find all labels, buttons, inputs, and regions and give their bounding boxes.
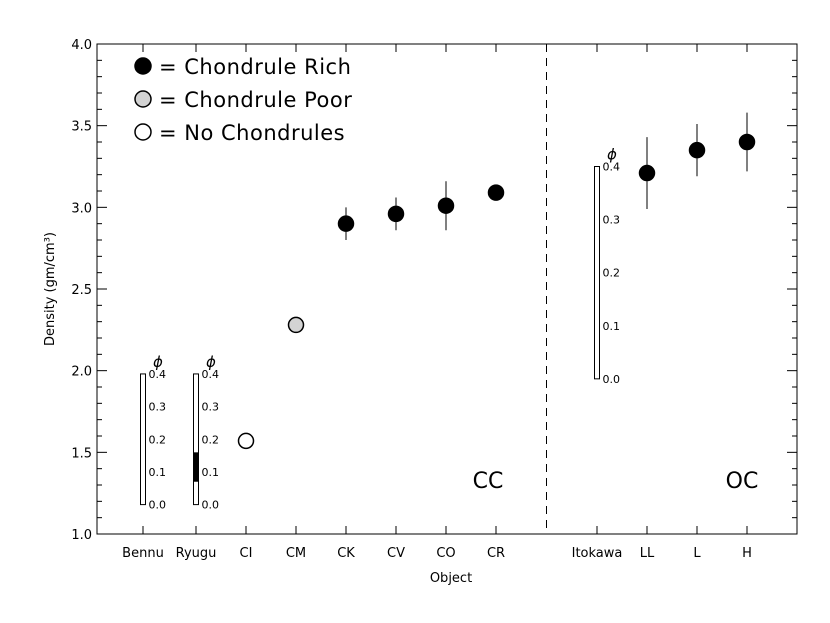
plot-frame [96,43,798,535]
y-tick-label: 1.0 [71,528,92,543]
porosity-tick-label: 0.4 [202,368,220,381]
porosity-tick-label: 0.4 [149,368,167,381]
x-tick-label: Ryugu [176,546,217,561]
porosity-symbol: ϕ [206,353,216,371]
porosity-tick-label: 0.2 [149,433,167,446]
porosity-tick-label: 0.0 [149,499,167,512]
legend: = Chondrule Rich = Chondrule Poor = No Cho… [134,55,352,145]
porosity-tick-label: 0.0 [202,499,220,512]
y-tick-label: 4.0 [71,38,92,53]
x-axis: Bennu Ryugu CI CM CK CV CO CR Itokawa LL L H [122,44,752,561]
point-ci [237,432,255,450]
point-l [688,141,706,159]
porosity-tick-label: 0.2 [603,267,621,280]
porosity-tick-label: 0.0 [603,373,621,386]
porosity-bar [594,166,600,380]
x-tick-label: L [693,546,701,561]
point-ll [638,164,656,182]
x-tick-label: CO [436,546,455,561]
x-tick-label: CK [337,546,355,561]
x-tick-label: Bennu [122,546,164,561]
x-tick-label: LL [640,546,655,561]
point-cm [287,316,305,334]
point-cv [387,205,405,223]
porosity-symbol: ϕ [153,353,163,371]
porosity-tick-label: 0.1 [149,466,167,479]
legend-marker [134,57,152,75]
group-label-oc: OC [726,469,759,494]
porosity-bars: ϕ0.00.10.20.30.4ϕ0.00.10.20.30.4ϕ0.00.10… [140,146,621,512]
porosity-tick-label: 0.4 [603,161,621,174]
x-tick-label: CR [487,546,505,561]
legend-marker [134,90,152,108]
legend-marker [134,123,152,141]
x-axis-title: Object [430,571,472,586]
x-tick-label: CM [286,546,306,561]
group-labels: CC OC [473,469,759,494]
porosity-bar [140,373,146,506]
x-tick-label: CI [240,546,253,561]
x-tick-label: Itokawa [572,546,623,561]
point-ck [337,215,355,232]
porosity-tick-label: 0.3 [603,214,621,227]
porosity-symbol: ϕ [607,146,617,164]
y-tick-label: 1.5 [71,446,92,461]
porosity-tick-label: 0.3 [202,401,220,414]
porosity-fill [193,452,199,482]
y-tick-label: 3.0 [71,201,92,216]
point-h [738,133,756,151]
x-tick-label: CV [387,546,405,561]
y-tick-label: 2.0 [71,365,92,380]
y-tick-label: 3.5 [71,120,92,135]
porosity-tick-label: 0.3 [149,401,167,414]
x-tick-label: H [742,546,752,561]
y-axis: 1.0 1.5 2.0 2.5 3.0 3.5 4.0 [71,38,797,543]
porosity-bar [193,373,199,506]
legend-label: = No Chondrules [159,121,345,145]
porosity-tick-label: 0.2 [202,433,220,446]
y-axis-title: Density (gm/cm³) [43,232,58,346]
porosity-tick-label: 0.1 [202,466,220,479]
data-points [237,112,756,450]
point-co [437,197,455,214]
legend-label: = Chondrule Rich [159,55,351,79]
legend-label: = Chondrule Poor [159,88,352,112]
porosity-tick-label: 0.1 [603,320,621,333]
group-label-cc: CC [473,469,504,494]
y-tick-label: 2.5 [71,283,92,298]
point-cr [487,184,505,201]
